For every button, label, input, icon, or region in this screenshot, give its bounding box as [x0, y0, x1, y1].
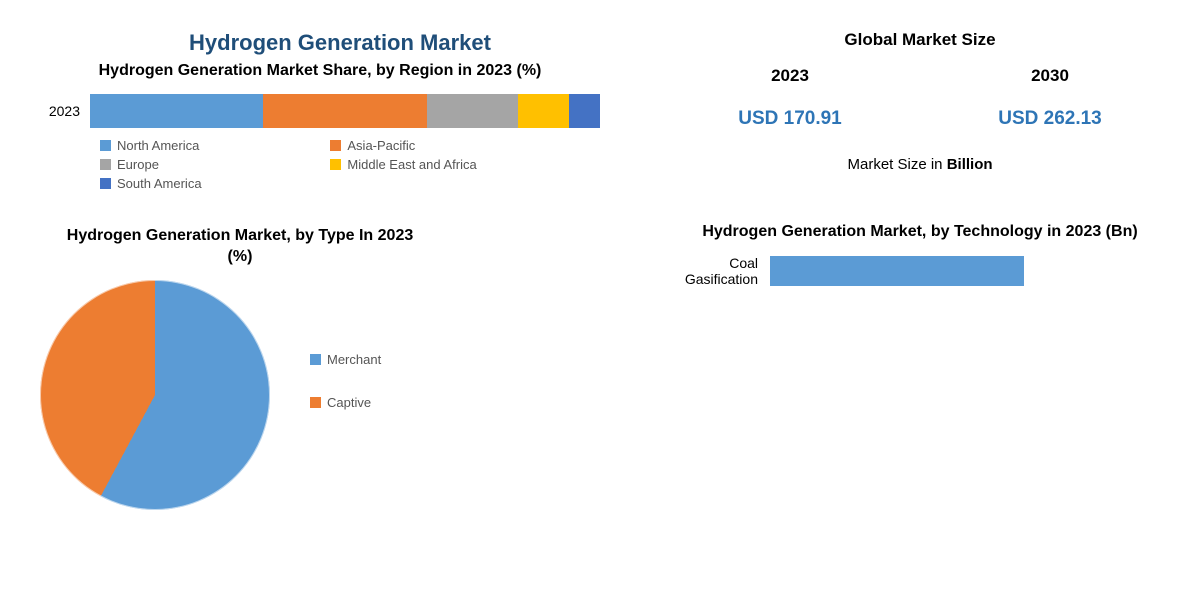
legend-label: Captive: [327, 395, 371, 410]
right-column: Global Market Size 2023 2030 USD 170.91 …: [660, 20, 1180, 296]
legend-label: Middle East and Africa: [347, 157, 476, 172]
legend-swatch: [100, 159, 111, 170]
region-chart-title: Hydrogen Generation Market Share, by Reg…: [20, 60, 620, 82]
gms-year-a: 2023: [771, 66, 809, 86]
legend-item: Middle East and Africa: [330, 157, 560, 172]
legend-label: North America: [117, 138, 199, 153]
legend-swatch: [100, 178, 111, 189]
legend-swatch: [310, 397, 321, 408]
gms-note: Market Size in Billion: [660, 156, 1180, 173]
tech-chart-title: Hydrogen Generation Market, by Technolog…: [660, 221, 1180, 243]
legend-item: Asia-Pacific: [330, 138, 560, 153]
legend-item: Captive: [310, 395, 381, 410]
legend-swatch: [330, 140, 341, 151]
global-market-size: Global Market Size 2023 2030 USD 170.91 …: [660, 30, 1180, 173]
region-segment: [263, 94, 426, 128]
region-segment: [90, 94, 263, 128]
legend-item: South America: [100, 176, 330, 191]
gms-title: Global Market Size: [660, 30, 1180, 50]
legend-label: Merchant: [327, 352, 381, 367]
gms-year-row: 2023 2030: [660, 66, 1180, 86]
type-chart-title: Hydrogen Generation Market, by Type In 2…: [60, 225, 420, 268]
legend-swatch: [330, 159, 341, 170]
type-pie: [40, 280, 270, 510]
left-column: Hydrogen Generation Market Share, by Reg…: [20, 60, 620, 510]
tech-chart: Hydrogen Generation Market, by Technolog…: [660, 221, 1180, 288]
tech-bars: Coal Gasification: [660, 255, 1180, 289]
tech-bar-fill: [770, 256, 1024, 286]
legend-item: Europe: [100, 157, 330, 172]
gms-note-bold: Billion: [947, 156, 993, 173]
type-pie-legend: Merchant Captive: [310, 352, 381, 438]
region-segment: [427, 94, 519, 128]
tech-bar-label: Coal Gasification: [660, 255, 770, 289]
region-legend: North America Asia-Pacific Europe Middle Ea…: [100, 138, 580, 195]
region-year-label: 2023: [40, 103, 90, 119]
legend-label: South America: [117, 176, 202, 191]
legend-swatch: [100, 140, 111, 151]
gms-note-prefix: Market Size in: [847, 156, 946, 173]
type-chart: Hydrogen Generation Market, by Type In 2…: [20, 225, 620, 510]
tech-bar-row: Coal Gasification: [660, 255, 1180, 289]
region-segment: [569, 94, 600, 128]
gms-value-b: USD 262.13: [998, 108, 1102, 130]
legend-item: Merchant: [310, 352, 381, 367]
region-chart: Hydrogen Generation Market Share, by Reg…: [20, 60, 620, 195]
page-title: Hydrogen Generation Market: [60, 30, 620, 56]
legend-item: North America: [100, 138, 330, 153]
region-stacked-bar-row: 2023: [40, 94, 600, 128]
legend-label: Asia-Pacific: [347, 138, 415, 153]
gms-year-b: 2030: [1031, 66, 1069, 86]
legend-label: Europe: [117, 157, 159, 172]
gms-value-a: USD 170.91: [738, 108, 842, 130]
tech-bar-track: [770, 256, 1180, 286]
legend-swatch: [310, 354, 321, 365]
region-stacked-bar: [90, 94, 600, 128]
region-segment: [518, 94, 569, 128]
gms-value-row: USD 170.91 USD 262.13: [660, 108, 1180, 130]
